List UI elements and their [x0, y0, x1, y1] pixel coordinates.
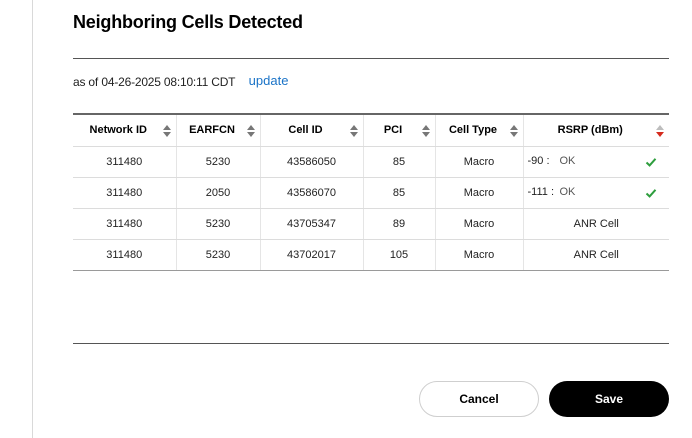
- cell-id-cell: 43586050: [260, 146, 364, 178]
- network-id-cell: 311480: [73, 208, 177, 240]
- cell-type-cell: Macro: [435, 208, 524, 240]
- table-row: 311480 5230 43705347 89 Macro ANR Cell: [73, 208, 669, 240]
- network-id-cell: 311480: [73, 146, 177, 178]
- column-header-label: EARFCN: [189, 124, 235, 137]
- update-link[interactable]: update: [248, 73, 289, 88]
- cell-id-cell: 43586070: [260, 177, 364, 209]
- sort-descending-icon[interactable]: [656, 125, 664, 137]
- pci-cell: 89: [363, 208, 436, 240]
- rsrp-status: OK: [559, 185, 576, 198]
- table-header-row: Network ID EARFCN Cell ID PCI Cell Type …: [73, 113, 669, 147]
- rsrp-cell: ANR Cell: [523, 239, 669, 271]
- title-divider: [73, 58, 669, 59]
- earfcn-cell: 5230: [176, 208, 261, 240]
- save-button[interactable]: Save: [549, 381, 669, 417]
- rsrp-cell: ANR Cell: [523, 208, 669, 240]
- column-header-pci[interactable]: PCI: [363, 113, 436, 147]
- column-header-earfcn[interactable]: EARFCN: [176, 113, 261, 147]
- pci-cell: 85: [363, 177, 436, 209]
- sort-icon[interactable]: [246, 125, 255, 137]
- anr-cell-label: ANR Cell: [573, 248, 619, 261]
- rsrp-status: OK: [559, 154, 576, 167]
- as-of-line: as of 04-26-2025 08:10:11 CDT update: [73, 73, 289, 89]
- table-row: 311480 2050 43586070 85 Macro -111 : OK: [73, 177, 669, 209]
- sort-icon[interactable]: [162, 125, 171, 137]
- pci-cell: 105: [363, 239, 436, 271]
- as-of-timestamp: 04-26-2025 08:10:11 CDT: [101, 75, 236, 89]
- column-header-rsrp[interactable]: RSRP (dBm): [523, 113, 669, 147]
- sort-icon[interactable]: [421, 125, 430, 137]
- check-icon: [645, 157, 657, 167]
- pci-cell: 85: [363, 146, 436, 178]
- earfcn-cell: 5230: [176, 146, 261, 178]
- cell-type-cell: Macro: [435, 177, 524, 209]
- cell-id-cell: 43702017: [260, 239, 364, 271]
- rsrp-cell: -111 : OK: [523, 177, 669, 209]
- rsrp-value: -111 :: [527, 185, 555, 198]
- sort-icon[interactable]: [349, 125, 358, 137]
- anr-cell-label: ANR Cell: [573, 217, 619, 230]
- earfcn-cell: 5230: [176, 239, 261, 271]
- column-header-cell-id[interactable]: Cell ID: [260, 113, 364, 147]
- cell-type-cell: Macro: [435, 146, 524, 178]
- page-title: Neighboring Cells Detected: [73, 12, 303, 32]
- rsrp-value: -90 :: [527, 154, 550, 167]
- column-header-label: RSRP (dBm): [557, 124, 623, 137]
- column-header-label: Network ID: [89, 124, 147, 137]
- column-header-label: PCI: [383, 124, 403, 137]
- footer-divider: [73, 343, 669, 344]
- network-id-cell: 311480: [73, 239, 177, 271]
- table-row: 311480 5230 43702017 105 Macro ANR Cell: [73, 239, 669, 271]
- cell-type-cell: Macro: [435, 239, 524, 271]
- check-icon: [645, 188, 657, 198]
- neighbor-cells-table: Network ID EARFCN Cell ID PCI Cell Type …: [73, 113, 669, 271]
- network-id-cell: 311480: [73, 177, 177, 209]
- column-header-label: Cell Type: [448, 124, 498, 137]
- column-header-label: Cell ID: [288, 124, 323, 137]
- column-header-cell-type[interactable]: Cell Type: [435, 113, 524, 147]
- sort-icon[interactable]: [509, 125, 518, 137]
- left-divider: [32, 0, 33, 438]
- rsrp-cell: -90 : OK: [523, 146, 669, 178]
- cancel-button[interactable]: Cancel: [419, 381, 539, 417]
- earfcn-cell: 2050: [176, 177, 261, 209]
- table-row: 311480 5230 43586050 85 Macro -90 : OK: [73, 146, 669, 178]
- column-header-network-id[interactable]: Network ID: [73, 113, 177, 147]
- as-of-prefix: as of: [73, 75, 99, 89]
- cell-id-cell: 43705347: [260, 208, 364, 240]
